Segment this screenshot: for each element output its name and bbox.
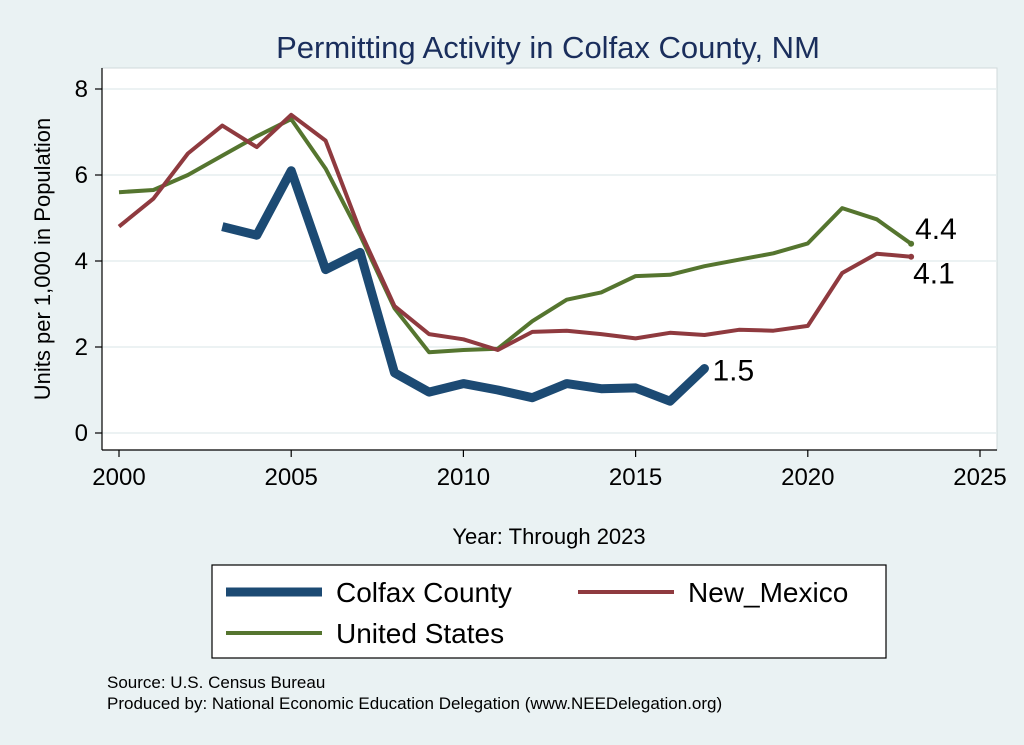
y-tick-label: 4 <box>75 248 88 275</box>
series-line-united-states <box>118 117 913 355</box>
end-value-label: 4.4 <box>915 213 957 246</box>
y-tick-label: 6 <box>75 162 88 189</box>
y-tick-label: 2 <box>75 334 88 361</box>
x-tick-label: 2005 <box>265 464 318 491</box>
series-lines <box>117 112 915 406</box>
series-endpoint <box>699 364 709 373</box>
axes: 0 2 4 6 8 2000 2005 2010 2015 2020 2025 <box>75 68 1007 491</box>
x-tick-label: 2000 <box>92 464 145 491</box>
gridlines <box>102 88 997 434</box>
series-endpoint <box>908 253 915 260</box>
series-line-colfax-county <box>221 166 708 406</box>
legend-box <box>211 564 887 659</box>
legend: Colfax County New_Mexico United States <box>211 564 887 659</box>
y-tick-label: 8 <box>75 76 88 103</box>
end-value-label: 1.5 <box>712 355 754 388</box>
x-tick-label: 2010 <box>437 464 490 491</box>
x-axis-label: Year: Through 2023 <box>452 524 645 549</box>
source-note: Source: U.S. Census Bureau <box>107 673 325 692</box>
end-value-label: 4.1 <box>913 258 955 291</box>
end-labels: 1.5 4.1 4.4 <box>712 213 956 388</box>
x-tick-label: 2015 <box>609 464 662 491</box>
series-endpoint <box>908 240 915 247</box>
x-tick-label: 2020 <box>781 464 834 491</box>
chart-title: Permitting Activity in Colfax County, NM <box>276 30 820 65</box>
legend-label: Colfax County <box>336 577 512 608</box>
x-tick-label: 2025 <box>953 464 1006 491</box>
legend-label: New_Mexico <box>688 577 848 608</box>
series-line-new-mexico <box>117 112 912 352</box>
legend-label: United States <box>336 618 504 649</box>
y-tick-label: 0 <box>75 420 88 447</box>
producer-note: Produced by: National Economic Education… <box>107 694 722 713</box>
y-axis-label: Units per 1,000 in Population <box>30 118 55 401</box>
